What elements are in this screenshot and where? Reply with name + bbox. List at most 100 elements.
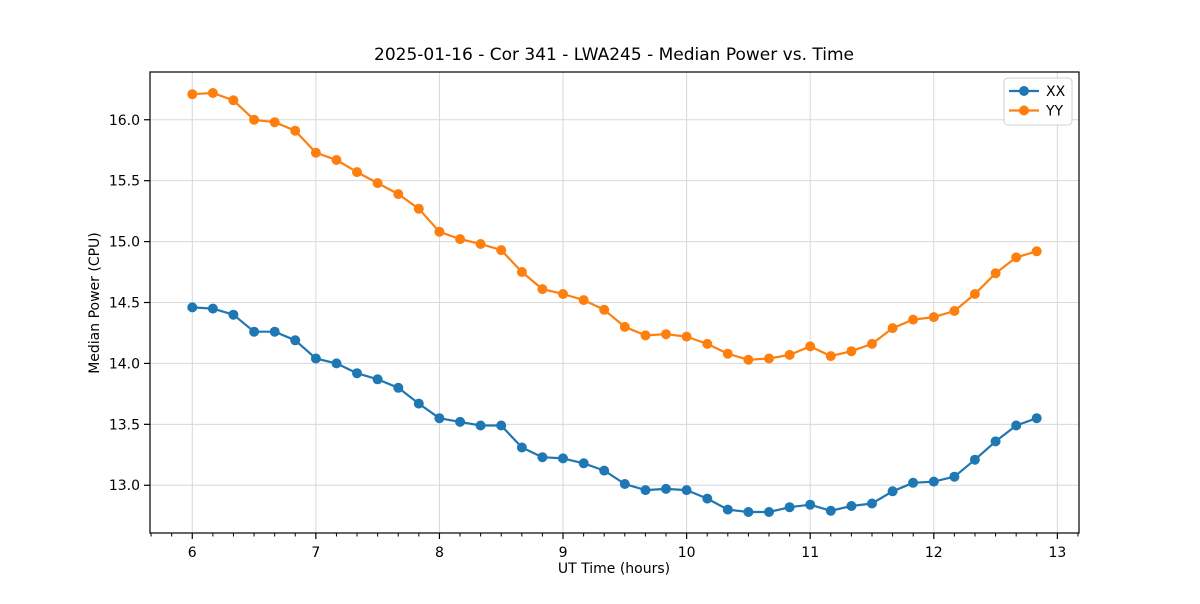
- x-tick-label: 8: [435, 545, 444, 561]
- data-point-xx: [393, 382, 404, 393]
- legend-label-xx: XX: [1046, 84, 1066, 100]
- data-point-yy: [1031, 246, 1042, 257]
- data-point-xx: [228, 309, 239, 320]
- data-point-yy: [722, 348, 733, 359]
- data-point-yy: [928, 312, 939, 323]
- data-point-yy: [558, 289, 568, 299]
- data-point-xx: [372, 374, 383, 385]
- data-point-xx: [661, 483, 671, 494]
- y-tick-label: 15.5: [109, 174, 140, 190]
- y-tick-label: 15.0: [109, 235, 140, 251]
- data-point-yy: [784, 349, 795, 360]
- data-point-xx: [990, 436, 1001, 447]
- data-point-yy: [825, 351, 836, 362]
- data-point-xx: [269, 326, 280, 337]
- data-point-yy: [743, 354, 754, 365]
- data-point-xx: [249, 326, 260, 337]
- x-tick-label: 6: [188, 545, 197, 561]
- x-tick-label: 7: [311, 545, 320, 561]
- data-point-xx: [475, 420, 486, 431]
- data-point-xx: [413, 398, 424, 409]
- y-tick-label: 14.5: [109, 296, 140, 312]
- legend: XX YY: [1003, 77, 1073, 126]
- data-point-xx: [455, 416, 466, 427]
- data-point-xx: [825, 505, 836, 516]
- data-point-yy: [331, 155, 342, 165]
- data-point-xx: [496, 420, 507, 431]
- data-point-yy: [887, 323, 898, 334]
- axes: 6 7 8 9 10 11 12 13 13.0 13.5 14.0 14.5 15.0 15.5 16.0: [109, 71, 1080, 561]
- x-tick-label: 9: [559, 545, 568, 561]
- data-point-yy: [352, 167, 362, 178]
- data-point-yy: [805, 341, 816, 352]
- data-point-xx: [434, 413, 445, 424]
- y-tick-label: 16.0: [109, 113, 140, 129]
- data-point-yy: [310, 147, 321, 158]
- data-point-xx: [187, 302, 198, 313]
- legend-marker-yy: [1019, 105, 1029, 116]
- x-axis-label: UT Time (hours): [558, 561, 670, 577]
- data-point-yy: [413, 203, 424, 214]
- data-point-xx: [908, 477, 919, 488]
- x-tick-label: 13: [1048, 545, 1066, 561]
- data-series: [187, 88, 1042, 517]
- legend-marker-xx: [1019, 86, 1029, 96]
- data-point-xx: [805, 499, 816, 510]
- data-point-xx: [352, 368, 362, 379]
- data-point-yy: [290, 125, 301, 136]
- data-point-yy: [990, 268, 1001, 279]
- data-point-yy: [867, 338, 877, 349]
- data-point-yy: [949, 306, 960, 316]
- data-point-yy: [661, 329, 671, 340]
- data-point-yy: [434, 226, 445, 237]
- x-tick-label: 12: [925, 545, 943, 561]
- data-point-xx: [207, 303, 218, 314]
- data-point-xx: [928, 476, 939, 487]
- grid-lines: [150, 72, 1079, 533]
- data-point-xx: [310, 353, 321, 364]
- data-point-xx: [578, 458, 589, 469]
- data-point-xx: [743, 507, 754, 517]
- data-point-yy: [249, 114, 260, 125]
- chart-title: 2025-01-16 - Cor 341 - LWA245 - Median P…: [374, 45, 854, 65]
- data-point-xx: [846, 501, 857, 511]
- data-point-yy: [702, 338, 713, 349]
- data-point-yy: [764, 353, 774, 364]
- data-point-yy: [393, 189, 404, 200]
- data-point-yy: [228, 95, 239, 106]
- x-tick-label: 10: [678, 545, 696, 561]
- data-point-xx: [764, 507, 774, 517]
- data-point-xx: [702, 493, 713, 504]
- legend-label-yy: YY: [1045, 104, 1064, 120]
- data-point-yy: [908, 314, 919, 325]
- data-point-xx: [619, 479, 630, 489]
- data-point-xx: [640, 485, 651, 496]
- data-point-yy: [496, 245, 507, 256]
- data-point-yy: [846, 346, 857, 357]
- data-point-xx: [867, 498, 877, 509]
- data-point-xx: [290, 335, 301, 346]
- y-tick-label: 13.5: [109, 417, 140, 433]
- data-point-yy: [455, 234, 466, 245]
- data-point-xx: [1011, 420, 1022, 431]
- y-tick-label: 14.0: [109, 356, 140, 372]
- data-point-xx: [516, 442, 527, 453]
- x-tick-label: 11: [801, 545, 819, 561]
- data-point-yy: [372, 178, 383, 189]
- data-point-xx: [949, 471, 960, 482]
- data-point-yy: [516, 267, 527, 277]
- data-point-xx: [681, 485, 692, 496]
- data-point-yy: [1011, 252, 1022, 263]
- data-point-xx: [1031, 413, 1042, 424]
- data-point-yy: [269, 117, 280, 128]
- data-point-yy: [640, 330, 651, 341]
- data-point-yy: [207, 88, 218, 98]
- data-point-xx: [599, 465, 610, 476]
- data-point-xx: [969, 454, 980, 465]
- data-point-yy: [599, 304, 610, 315]
- data-point-xx: [558, 453, 568, 464]
- data-point-xx: [722, 504, 733, 515]
- data-point-yy: [619, 321, 630, 332]
